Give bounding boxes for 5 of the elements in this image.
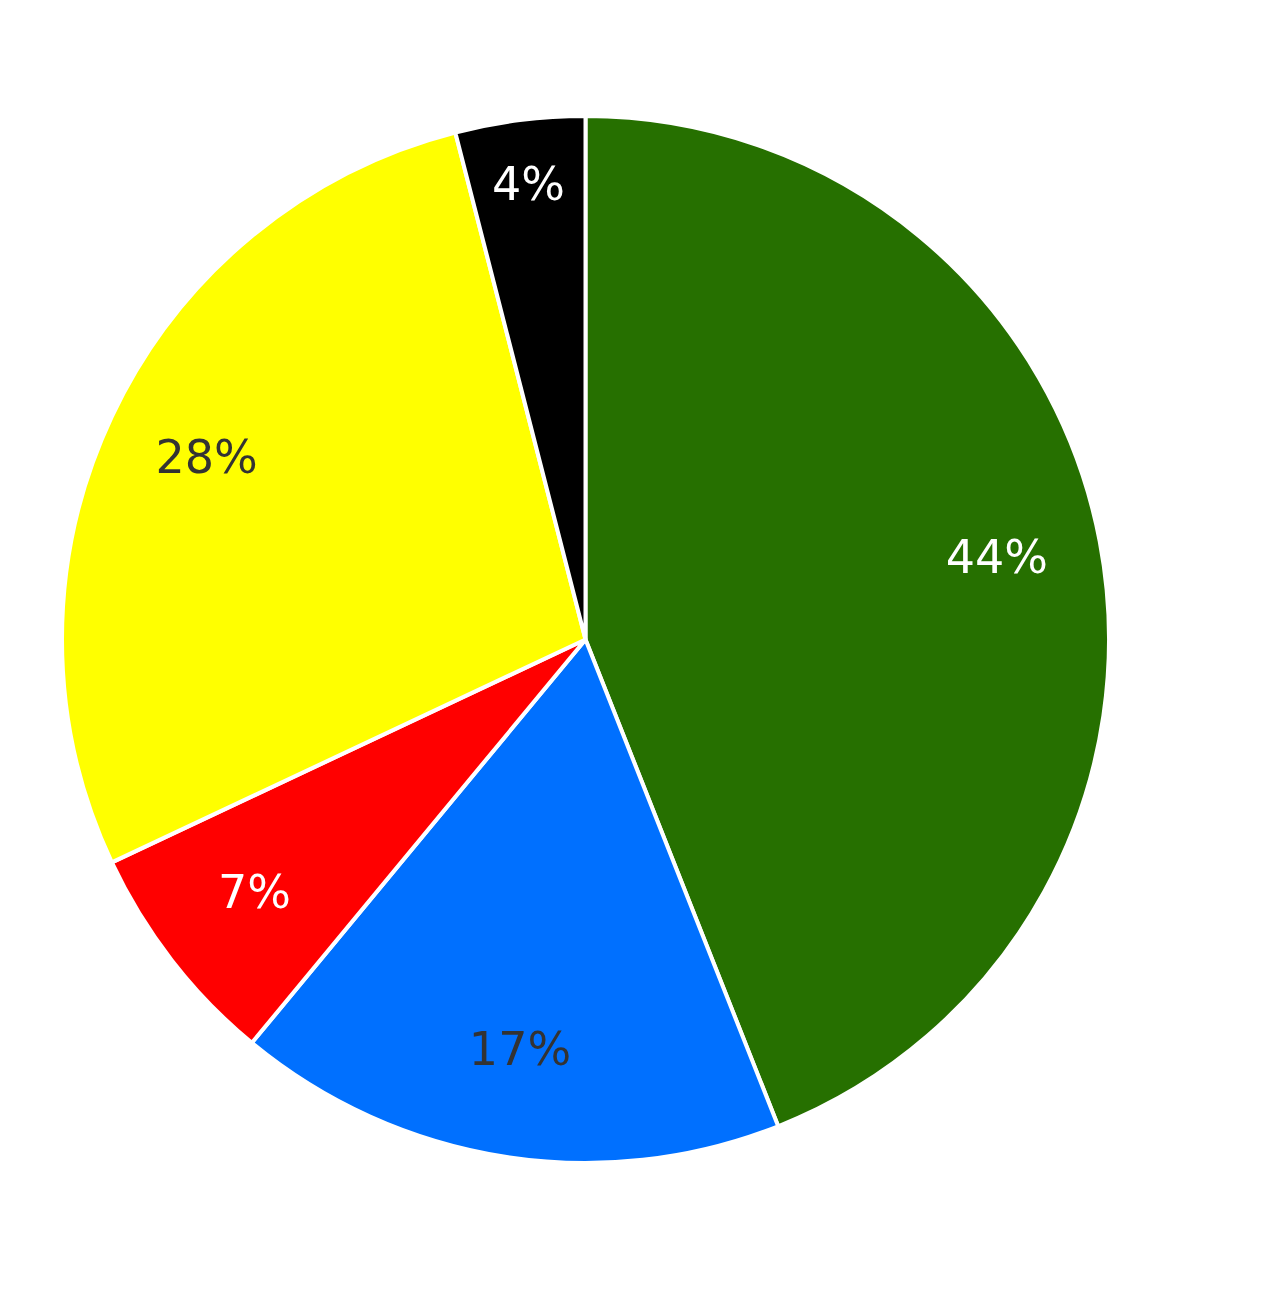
data-label: 7% <box>218 865 292 920</box>
data-label: 44% <box>945 529 1049 584</box>
data-label: 17% <box>468 1022 572 1077</box>
data-label: 28% <box>155 430 258 485</box>
data-label: 4% <box>491 156 565 211</box>
